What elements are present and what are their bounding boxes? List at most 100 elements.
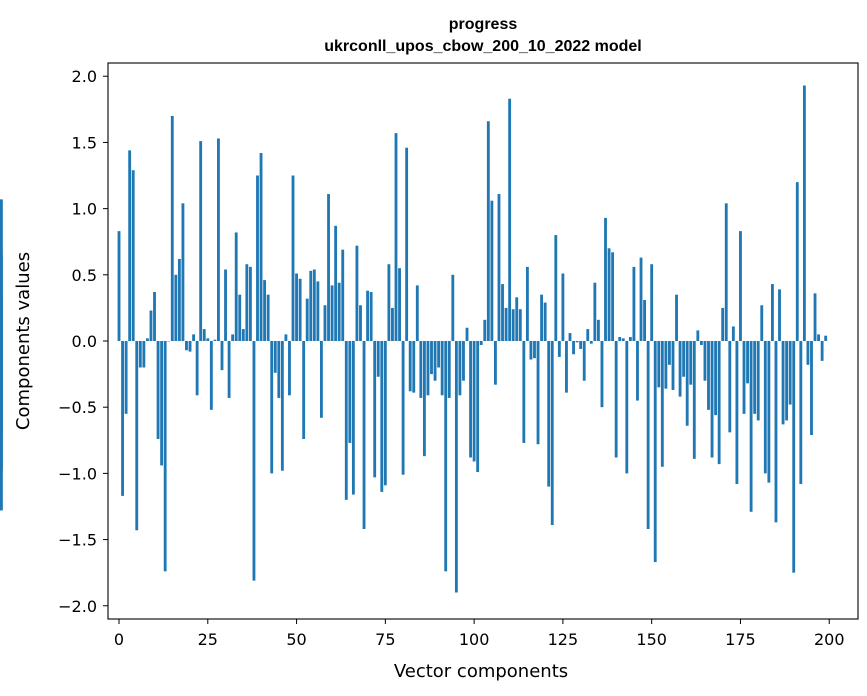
bar-component-171 xyxy=(724,203,728,341)
bar-component-28 xyxy=(217,138,220,341)
bar-component-114 xyxy=(522,341,526,443)
bar-component-154 xyxy=(664,341,668,389)
bars-layer xyxy=(0,85,828,593)
bar-component-127 xyxy=(568,333,572,341)
bar-component-undefined xyxy=(0,341,3,511)
x-tick-label: 50 xyxy=(286,630,306,649)
bar-component-157 xyxy=(675,294,678,341)
bar-component-7 xyxy=(142,341,146,368)
bar-component-87 xyxy=(426,341,430,396)
bar-component-181 xyxy=(760,305,764,341)
bar-component-10 xyxy=(153,292,156,341)
x-tick-label: 100 xyxy=(459,630,490,649)
bar-component-148 xyxy=(643,299,646,341)
bar-component-113 xyxy=(518,309,522,341)
bar-component-80 xyxy=(401,341,405,475)
bar-component-18 xyxy=(181,203,185,341)
bar-component-161 xyxy=(689,341,693,385)
bar-component-138 xyxy=(607,248,611,341)
bar-component-27 xyxy=(213,339,217,341)
bar-component-51 xyxy=(298,278,302,341)
bar-component-68 xyxy=(359,305,362,341)
x-tick-label: 25 xyxy=(198,630,218,649)
bar-component-52 xyxy=(302,341,306,439)
bar-component-79 xyxy=(398,268,401,341)
bar-component-174 xyxy=(735,341,739,484)
bar-component-37 xyxy=(248,266,252,341)
bar-component-48 xyxy=(288,341,291,396)
bar-component-20 xyxy=(188,341,192,352)
bar-component-83 xyxy=(412,341,416,393)
bar-component-38 xyxy=(252,341,256,581)
bar-component-135 xyxy=(596,319,600,341)
bar-component-105 xyxy=(490,200,494,341)
chart-title: progress xyxy=(449,16,518,33)
bar-component-9 xyxy=(149,310,153,341)
bar-component-146 xyxy=(636,341,639,401)
bar-component-133 xyxy=(589,341,593,344)
bar-component-128 xyxy=(572,341,575,355)
bar-component-41 xyxy=(263,280,267,341)
bar-component-66 xyxy=(351,341,355,495)
bar-component-186 xyxy=(778,289,781,341)
bar-component-158 xyxy=(678,341,682,397)
bar-component-143 xyxy=(625,341,629,474)
y-axis-label: Components values xyxy=(13,252,34,430)
bar-component-163 xyxy=(696,330,700,341)
x-tick-label: 125 xyxy=(548,630,579,649)
bar-component-8 xyxy=(146,338,149,341)
bar-component-84 xyxy=(415,285,419,341)
bar-component-111 xyxy=(511,309,515,341)
bar-component-undefined xyxy=(0,199,3,341)
bar-component-74 xyxy=(380,341,384,492)
y-axis: −2.0 −1.5 −1.0 −0.5 0.0 0.5 1.0 1.5 2.0 xyxy=(58,67,108,616)
y-tick-label: −0.5 xyxy=(58,398,97,417)
bar-component-168 xyxy=(714,341,718,416)
bar-component-82 xyxy=(408,341,412,392)
bar-component-0 xyxy=(117,231,121,341)
bar-component-34 xyxy=(238,294,242,341)
bar-component-97 xyxy=(462,341,465,381)
bar-component-56 xyxy=(316,281,320,341)
bar-component-11 xyxy=(156,341,160,439)
bar-component-155 xyxy=(668,341,671,365)
bar-component-3 xyxy=(128,150,132,341)
bar-component-169 xyxy=(717,341,721,465)
bar-component-94 xyxy=(451,274,455,341)
bar-component-24 xyxy=(202,329,206,341)
bar-component-89 xyxy=(433,341,437,381)
bar-component-153 xyxy=(660,341,664,467)
bar-component-17 xyxy=(177,258,181,341)
bar-component-195 xyxy=(810,341,813,435)
bar-component-107 xyxy=(497,194,501,341)
bar-component-93 xyxy=(447,341,451,398)
bar-component-173 xyxy=(731,326,735,341)
bar-component-199 xyxy=(824,335,828,341)
bar-component-117 xyxy=(533,341,536,359)
bar-component-5 xyxy=(135,341,139,531)
y-tick-label: −1.5 xyxy=(58,531,97,550)
bar-component-119 xyxy=(540,294,544,341)
bar-component-53 xyxy=(305,298,309,341)
bar-component-177 xyxy=(746,341,749,384)
bar-component-98 xyxy=(465,327,469,341)
bar-component-31 xyxy=(227,341,231,398)
bar-component-61 xyxy=(334,225,338,341)
bar-component-47 xyxy=(284,334,288,341)
bar-component-142 xyxy=(621,338,625,341)
bar-component-129 xyxy=(575,341,579,343)
bar-component-60 xyxy=(330,285,334,341)
bar-component-109 xyxy=(504,307,508,341)
bar-component-91 xyxy=(440,341,444,396)
bar-component-36 xyxy=(245,264,249,341)
bar-component-72 xyxy=(373,341,377,478)
bar-component-108 xyxy=(501,284,504,341)
bar-component-198 xyxy=(820,341,824,361)
plot-frame xyxy=(107,62,859,620)
bar-component-137 xyxy=(604,217,607,341)
bar-component-75 xyxy=(383,341,387,486)
x-tick-label: 0 xyxy=(114,630,124,649)
bar-component-71 xyxy=(369,292,373,341)
bar-component-139 xyxy=(611,252,615,341)
bar-component-99 xyxy=(469,341,472,458)
